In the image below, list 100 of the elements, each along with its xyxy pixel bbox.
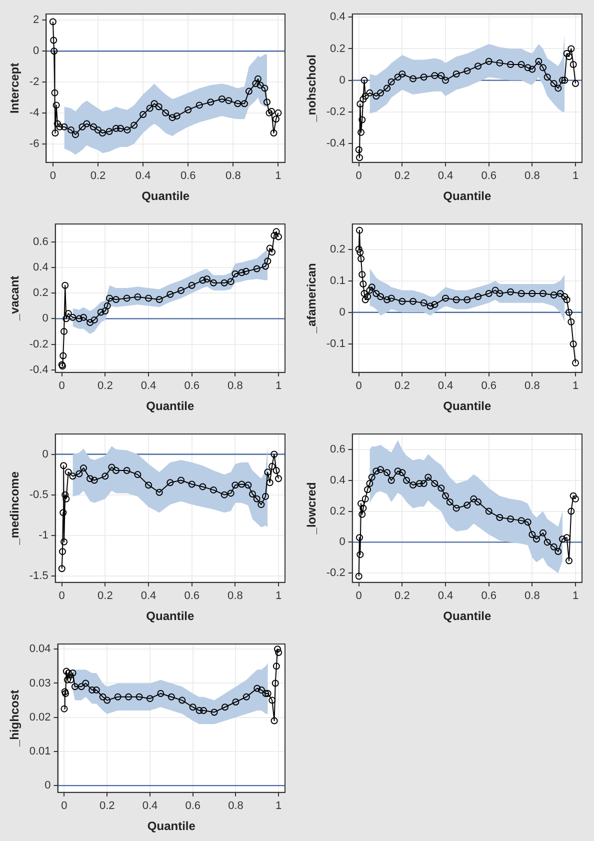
x-tick-label: 0: [356, 590, 362, 602]
point: [90, 316, 98, 324]
point: [189, 704, 196, 711]
point: [398, 469, 406, 476]
point: [410, 298, 417, 305]
point: [56, 123, 64, 130]
point: [97, 308, 104, 316]
point: [204, 276, 211, 283]
x-tick-label: 0: [61, 800, 68, 812]
point: [426, 302, 434, 310]
point: [188, 480, 196, 488]
x-tick-label: 0.6: [481, 380, 496, 392]
point: [518, 517, 525, 524]
point: [62, 282, 69, 289]
point: [249, 490, 256, 498]
x-axis-title: Quantile: [146, 399, 194, 414]
x-axis-title: Quantile: [443, 609, 492, 624]
point: [62, 668, 70, 675]
point: [60, 538, 68, 546]
point: [572, 80, 579, 87]
point: [410, 482, 417, 489]
point: [125, 693, 132, 700]
y-tick-label: -0.2: [326, 106, 346, 118]
point: [388, 476, 395, 484]
point: [112, 296, 120, 303]
point: [394, 74, 402, 81]
point: [485, 508, 492, 515]
point: [431, 72, 438, 80]
point: [69, 472, 76, 480]
point: [362, 495, 369, 502]
point: [232, 482, 239, 489]
point: [360, 76, 368, 84]
point: [145, 294, 152, 302]
y-tick-label: 0: [44, 780, 51, 792]
point: [238, 480, 246, 488]
point: [507, 61, 514, 68]
point: [72, 131, 79, 138]
point: [104, 696, 111, 704]
point: [464, 502, 471, 509]
y-tick-label: 0: [33, 45, 40, 58]
point: [544, 74, 551, 81]
point: [67, 126, 74, 134]
point: [112, 124, 120, 132]
point: [372, 468, 380, 475]
point: [106, 294, 114, 302]
point: [88, 686, 96, 694]
x-tick-label: 0.8: [524, 380, 540, 392]
point: [240, 100, 248, 108]
point: [485, 58, 492, 65]
y-tick-label: 2: [33, 14, 40, 26]
point: [438, 72, 445, 80]
point: [52, 130, 59, 137]
y-tick-label: 0.2: [330, 505, 346, 518]
point: [362, 296, 369, 304]
point: [492, 286, 499, 294]
x-axis-title: Quantile: [146, 609, 194, 624]
point: [452, 504, 460, 512]
point: [60, 352, 67, 360]
x-tick-label: 0: [356, 380, 362, 392]
point: [184, 106, 192, 114]
point: [566, 557, 572, 564]
point: [90, 123, 97, 130]
point: [372, 290, 380, 297]
point: [496, 514, 504, 521]
point: [474, 62, 482, 70]
x-tick-label: 0.2: [98, 590, 113, 602]
point: [264, 258, 272, 265]
y-tick-label: -0.4: [326, 137, 346, 150]
point: [572, 359, 579, 366]
point: [140, 110, 147, 118]
point: [384, 469, 391, 476]
point: [550, 80, 558, 87]
point: [368, 284, 376, 291]
point: [253, 265, 260, 272]
point: [360, 280, 367, 288]
point: [518, 290, 525, 297]
y-tick-label: -1: [38, 529, 48, 542]
point: [360, 504, 367, 512]
point: [364, 486, 372, 494]
point: [356, 534, 364, 542]
point: [106, 128, 113, 135]
point: [234, 100, 242, 108]
point: [270, 232, 278, 240]
point: [264, 690, 272, 697]
point: [92, 686, 100, 694]
point: [210, 279, 218, 286]
point: [62, 315, 70, 322]
point: [398, 70, 406, 78]
point: [221, 704, 228, 711]
point: [264, 468, 272, 476]
point: [524, 518, 532, 526]
x-tick-label: 0.2: [394, 380, 410, 392]
point: [196, 707, 203, 714]
point: [123, 466, 130, 474]
point: [568, 45, 575, 52]
y-tick-label: 0.04: [29, 643, 51, 656]
x-tick-label: 0.4: [438, 380, 454, 392]
point: [60, 462, 68, 470]
point: [50, 48, 58, 55]
point: [65, 670, 72, 676]
